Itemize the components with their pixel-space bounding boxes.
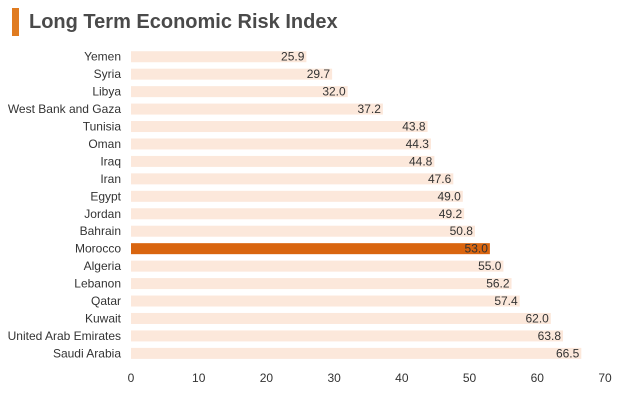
x-axis: 0 10 20 30 40 50 60 70 [128,371,612,385]
value-label: 55.0 [478,259,502,273]
value-label: 57.4 [494,294,518,308]
category-label: Egypt [90,189,121,203]
x-tick-label: 70 [598,371,612,385]
x-tick-label: 20 [260,371,274,385]
title-accent-bar [12,8,19,36]
x-tick-label: 50 [463,371,477,385]
category-label: Syria [94,67,122,81]
x-tick-label: 0 [128,371,135,385]
bar-iran [131,173,454,185]
bar-united-arab-emirates [131,330,564,342]
value-label: 29.7 [307,67,331,81]
value-label: 63.8 [538,329,562,343]
value-label: 50.8 [450,224,474,238]
value-label: 37.2 [358,102,382,116]
bar-bahrain [131,225,475,237]
bar-oman [131,138,431,150]
bar-iraq [131,155,435,167]
category-label: Oman [88,137,121,151]
category-label: Algeria [84,259,122,273]
category-label: Tunisia [83,120,122,134]
bar-syria [131,68,333,80]
value-label: 66.5 [556,346,580,360]
category-label: Jordan [84,207,121,221]
bars-group [131,51,582,359]
chart-title: Long Term Economic Risk Index [29,10,338,33]
bar-morocco [131,243,490,255]
category-label: Saudi Arabia [53,346,121,360]
bar-saudi-arabia [131,347,582,359]
category-label: Iran [100,172,121,186]
category-label: Qatar [91,294,121,308]
x-tick-label: 60 [531,371,545,385]
x-tick-label: 40 [395,371,409,385]
value-label: 44.3 [406,137,430,151]
category-label: West Bank and Gaza [8,102,122,116]
value-label: 47.6 [428,172,452,186]
bar-qatar [131,295,520,307]
x-tick-label: 10 [192,371,206,385]
value-label: 25.9 [281,50,305,64]
x-tick-label: 30 [327,371,341,385]
value-label: 62.0 [525,311,549,325]
category-label: Libya [92,85,121,99]
category-label: United Arab Emirates [8,329,121,343]
value-label: 49.0 [437,189,461,203]
value-label: 56.2 [486,277,510,291]
bar-lebanon [131,278,512,290]
value-label: 49.2 [439,207,463,221]
value-labels-group: 25.929.7 32.0 37.2 43.8 44.3 44.8 47.6 49.0 49.2… [281,50,580,361]
bar-tunisia [131,121,428,133]
bar-libya [131,86,348,98]
bar-west-bank-and-gaza [131,103,383,115]
bar-egypt [131,190,463,202]
bar-kuwait [131,312,551,324]
bar-yemen [131,51,307,63]
category-label: Iraq [100,154,121,168]
bar-algeria [131,260,504,272]
value-label: 43.8 [402,120,426,134]
value-label: 32.0 [322,85,346,99]
category-label: Bahrain [80,224,121,238]
category-labels-group: Yemen Syria Libya West Bank and Gaza Tunisia… [8,50,122,361]
category-label: Lebanon [74,277,121,291]
value-label: 53.0 [465,242,489,256]
category-label: Yemen [84,50,121,64]
category-label: Kuwait [85,311,122,325]
value-label: 44.8 [409,154,433,168]
bar-jordan [131,208,465,220]
chart-title-block: Long Term Economic Risk Index [12,8,338,36]
category-label: Morocco [75,242,121,256]
